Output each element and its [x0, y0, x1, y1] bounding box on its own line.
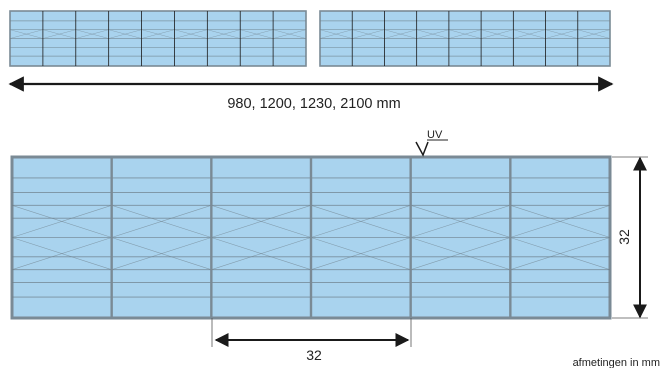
top-view: 980, 1200, 1230, 2100 mm [8, 10, 614, 112]
uv-side-marker [415, 141, 429, 157]
diagonal-rib [448, 29, 482, 39]
x-rib [211, 205, 312, 238]
diagonal-rib [352, 29, 385, 39]
diagonal-rib [319, 29, 353, 39]
diagonal-rib [416, 29, 449, 39]
diagonal-rib [42, 29, 76, 39]
diagonal-rib [141, 29, 175, 39]
x-rib [410, 237, 511, 270]
diagonal-rib [545, 29, 578, 39]
uv-label: UV [427, 129, 443, 141]
x-rib [111, 205, 212, 238]
pitch-dimension-label: 32 [306, 347, 322, 363]
x-rib [510, 205, 611, 238]
top-panel-right [319, 10, 611, 67]
diagonal-rib [481, 29, 514, 39]
x-rib [410, 205, 511, 238]
diagonal-rib [108, 29, 142, 39]
cross-section-panel [10, 155, 612, 320]
diagonal-rib [577, 29, 611, 39]
diagonal-rib [75, 29, 109, 39]
cross-section-view: UV 32 32 [10, 129, 648, 363]
x-rib [310, 205, 411, 238]
diagonal-rib [207, 29, 241, 39]
diagonal-rib [240, 29, 274, 39]
x-rib [11, 205, 112, 238]
x-rib [310, 237, 411, 270]
diagonal-rib [513, 29, 546, 39]
height-dimension-label: 32 [616, 229, 632, 245]
length-dimension-label: 980, 1200, 1230, 2100 mm [227, 96, 400, 112]
units-footnote: afmetingen in mm [573, 357, 660, 368]
x-rib [510, 237, 611, 270]
x-rib [211, 237, 312, 270]
x-rib [11, 237, 112, 270]
diagonal-rib [273, 29, 307, 39]
diagonal-rib [9, 29, 43, 39]
diagonal-rib [384, 29, 417, 39]
top-panel-left [9, 10, 307, 67]
x-rib [111, 237, 212, 270]
diagonal-rib [174, 29, 208, 39]
